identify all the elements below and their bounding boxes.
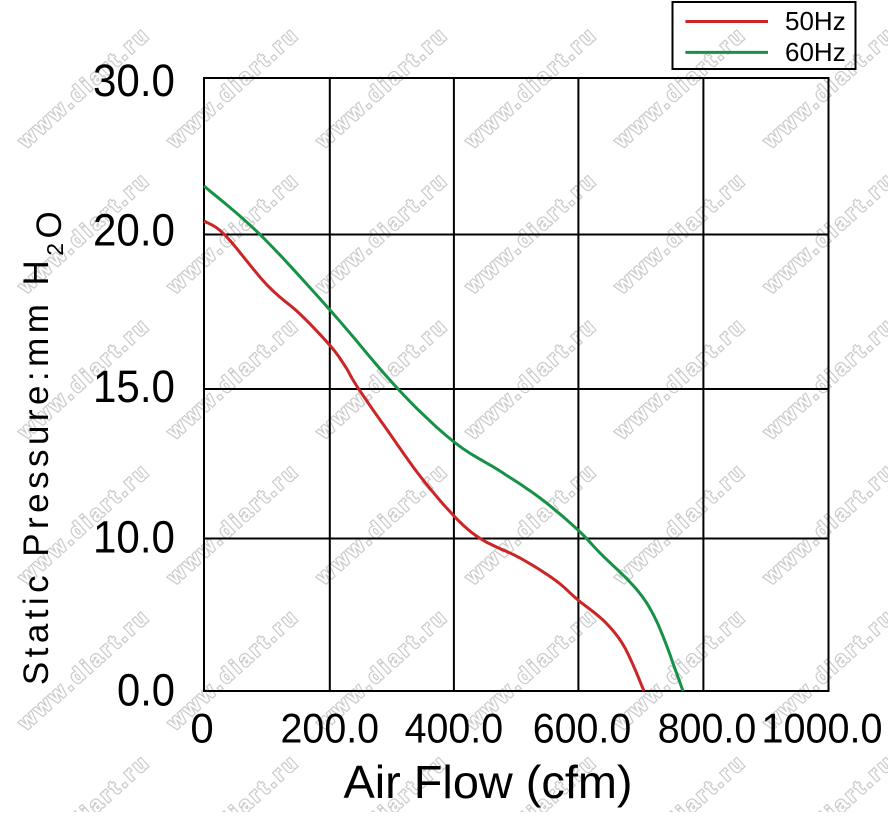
svg-text:1000.0: 1000.0 [762,705,883,752]
svg-text:15.0: 15.0 [93,361,175,412]
svg-text:600.0: 600.0 [533,705,632,752]
svg-text:0: 0 [190,705,213,752]
svg-text:Air Flow (cfm): Air Flow (cfm) [344,756,633,808]
svg-text:800.0: 800.0 [658,705,757,752]
svg-text:30.0: 30.0 [93,55,175,106]
svg-text:10.0: 10.0 [93,512,175,563]
svg-text:50Hz: 50Hz [785,6,846,36]
svg-text:20.0: 20.0 [93,205,175,256]
svg-text:60Hz: 60Hz [785,37,846,67]
svg-text:400.0: 400.0 [405,705,504,752]
svg-text:200.0: 200.0 [281,705,380,752]
svg-text:0.0: 0.0 [117,665,175,716]
